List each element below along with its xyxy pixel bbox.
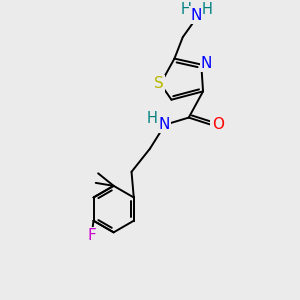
Text: H: H [181,2,192,16]
Text: O: O [212,117,224,132]
Text: N: N [201,56,212,70]
Text: N: N [190,8,202,22]
Text: F: F [88,228,96,243]
Text: N: N [159,117,170,132]
Text: H: H [147,111,158,126]
Text: H: H [202,2,213,16]
Text: S: S [154,76,164,92]
